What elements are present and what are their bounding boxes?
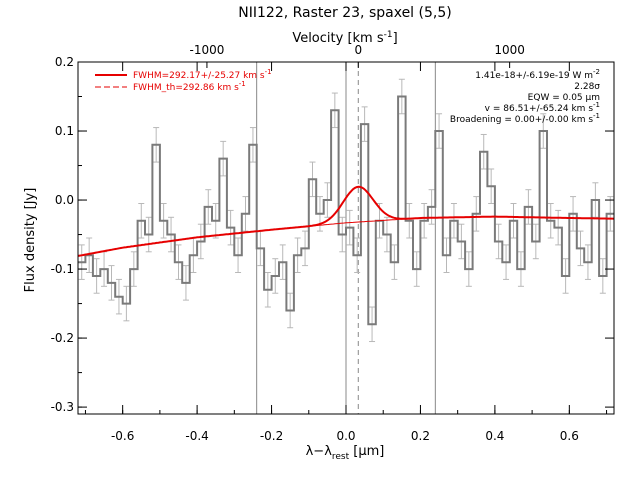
top-tick-label: 1000 xyxy=(494,43,525,57)
y-tick-label: 0.2 xyxy=(55,55,74,69)
y-axis-label: Flux density [Jy] xyxy=(23,188,38,293)
annotation-broadening: Broadening = 0.00+/-0.00 km s-1 xyxy=(450,112,600,125)
top-tick-label: -1000 xyxy=(189,43,224,57)
legend: FWHM=292.17+/-25.27 km s-1 FWHM_th=292.8… xyxy=(95,68,272,93)
chart-title: NII122, Raster 23, spaxel (5,5) xyxy=(238,5,451,21)
x-tick-label: 0.6 xyxy=(560,429,579,443)
legend-label-fwhm: FWHM=292.17+/-25.27 km s-1 xyxy=(133,68,272,81)
top-axis-label: Velocity [km s-1] xyxy=(292,30,397,46)
annotation-velocity: v = 86.51+/-65.24 km s-1 xyxy=(485,101,600,114)
x-tick-label: -0.2 xyxy=(260,429,283,443)
model-th-line xyxy=(77,186,615,257)
y-tick-label: -0.1 xyxy=(51,262,74,276)
x-tick-label: 0.2 xyxy=(411,429,430,443)
y-tick-label: 0.0 xyxy=(55,193,74,207)
y-tick-label: 0.1 xyxy=(55,124,74,138)
annotation-eqw: EQW = 0.05 μm xyxy=(528,93,600,103)
spectrum-histogram xyxy=(78,95,614,326)
x-tick-label: -0.4 xyxy=(185,429,208,443)
annotation-sigma: 2.28σ xyxy=(574,82,600,92)
top-tick-label: 0 xyxy=(354,43,362,57)
x-tick-label: -0.6 xyxy=(111,429,134,443)
y-tick-label: -0.3 xyxy=(51,400,74,414)
y-tick-label: -0.2 xyxy=(51,331,74,345)
x-tick-label: 0.4 xyxy=(485,429,504,443)
x-tick-label: 0.0 xyxy=(336,429,355,443)
annotation-flux: 1.41e-18+/-6.19e-19 W m-2 xyxy=(475,68,600,81)
fit-annotations: 1.41e-18+/-6.19e-19 W m-2 2.28σ EQW = 0.… xyxy=(450,68,600,125)
legend-label-fwhm-th: FWHM_th=292.86 km s-1 xyxy=(133,80,246,93)
x-axis-label: λ−λrest [μm] xyxy=(306,444,385,462)
